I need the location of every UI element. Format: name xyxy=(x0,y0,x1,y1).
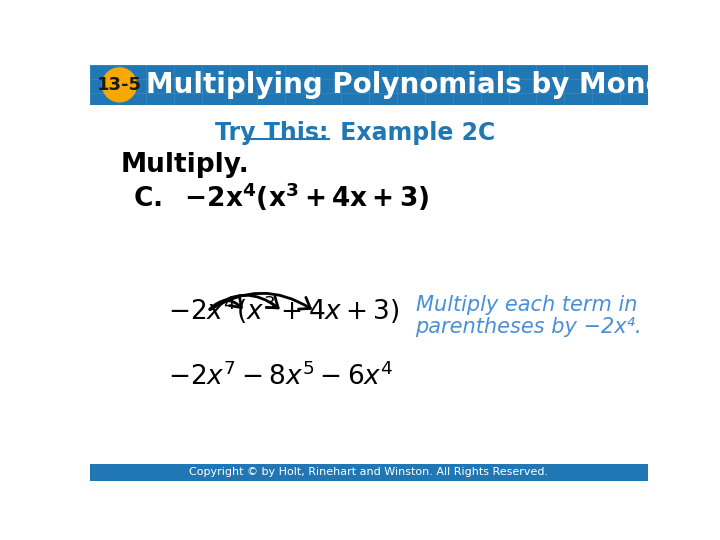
Text: $-2x^7 - 8x^5 - 6x^4$: $-2x^7 - 8x^5 - 6x^4$ xyxy=(168,362,393,391)
Circle shape xyxy=(102,68,137,102)
FancyArrowPatch shape xyxy=(210,296,241,309)
Text: Multiplying Polynomials by Monomials: Multiplying Polynomials by Monomials xyxy=(145,71,720,99)
FancyBboxPatch shape xyxy=(90,65,648,105)
Text: 13-5: 13-5 xyxy=(97,76,142,94)
FancyArrowPatch shape xyxy=(210,293,310,310)
Text: $\mathbf{C.\ \ {-}2x^4(x^3 + 4x + 3)}$: $\mathbf{C.\ \ {-}2x^4(x^3 + 4x + 3)}$ xyxy=(132,181,428,213)
Text: parentheses by −2x⁴.: parentheses by −2x⁴. xyxy=(415,316,642,336)
Text: Example 2C: Example 2C xyxy=(332,120,495,145)
Text: Copyright © by Holt, Rinehart and Winston. All Rights Reserved.: Copyright © by Holt, Rinehart and Winsto… xyxy=(189,467,549,477)
Text: Try This:: Try This: xyxy=(215,120,329,145)
FancyBboxPatch shape xyxy=(90,464,648,481)
Text: Multiply each term in: Multiply each term in xyxy=(415,295,637,315)
Text: Multiply.: Multiply. xyxy=(121,152,250,178)
Text: $-2x^4(x^3 + 4x + 3)$: $-2x^4(x^3 + 4x + 3)$ xyxy=(168,293,400,326)
FancyArrowPatch shape xyxy=(210,295,278,309)
